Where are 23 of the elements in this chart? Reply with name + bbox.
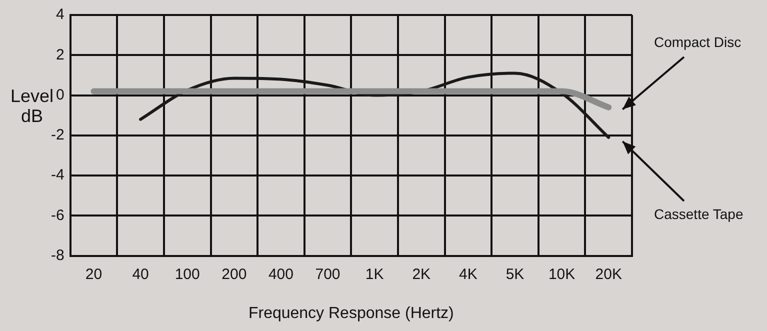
y-tick-label: -8: [50, 246, 64, 264]
x-tick-label: 20: [85, 266, 102, 283]
x-tick-label: 5K: [506, 266, 524, 283]
x-tick-label: 1K: [365, 266, 384, 283]
x-tick-label: 4K: [459, 266, 478, 283]
y-tick-label: -2: [50, 126, 64, 144]
y-tick-label: 0: [56, 86, 64, 104]
text: Compact Disc: [654, 34, 742, 50]
y-axis-title: Level dB: [10, 86, 54, 126]
x-tick-label: 20K: [595, 266, 622, 283]
x-tick-label: 10K: [548, 266, 576, 283]
y-tick-label: -6: [50, 206, 64, 224]
x-tick-label: 2K: [412, 266, 431, 283]
x-tick-label: 100: [174, 266, 200, 283]
x-tick-label: 200: [222, 266, 247, 283]
x-tick-label: 700: [315, 266, 340, 283]
x-axis-title: Frequency Response (Hertz): [248, 304, 454, 322]
y-tick-label: 4: [56, 6, 64, 24]
text: Cassette Tape: [654, 206, 744, 222]
y-tick-label: 2: [56, 46, 64, 64]
x-tick-label: 400: [268, 266, 294, 283]
y-tick-label: -4: [50, 166, 64, 184]
x-tick-label: 40: [132, 266, 149, 283]
